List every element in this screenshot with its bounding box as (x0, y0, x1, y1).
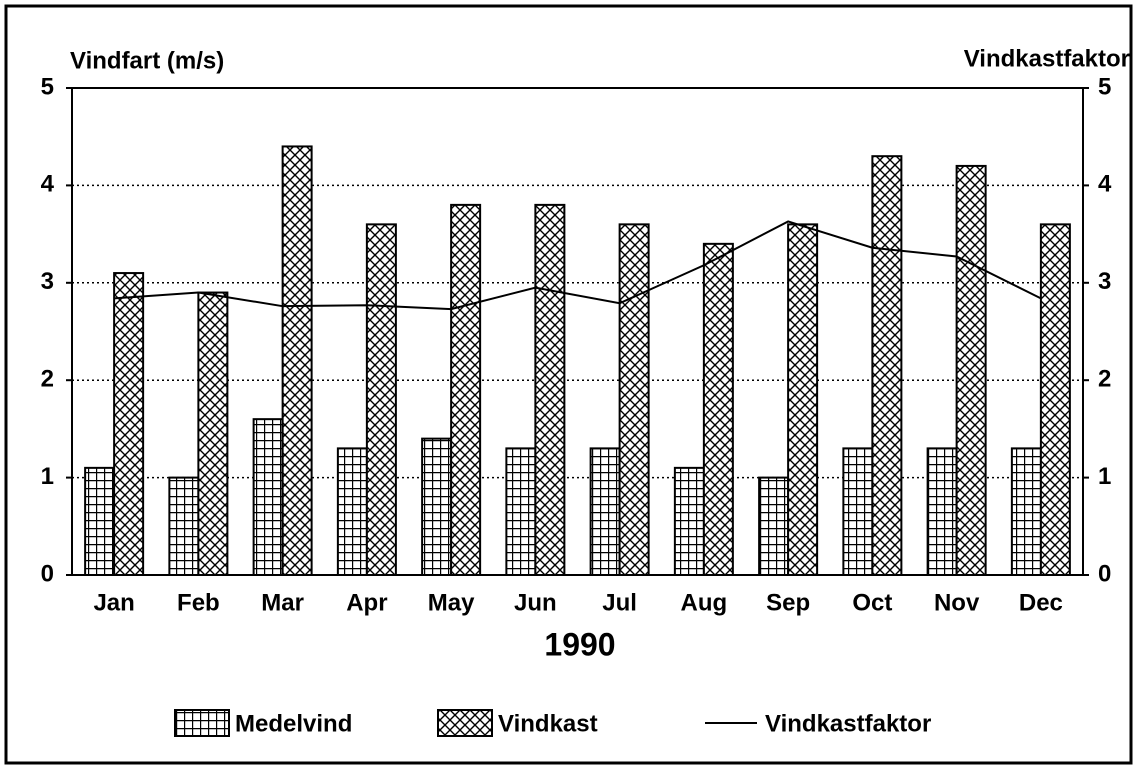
x-tick-label: Sep (766, 589, 810, 616)
bar (702, 242, 734, 576)
bar (589, 447, 621, 577)
y-tick-label: 3 (41, 268, 54, 295)
bar (1039, 223, 1071, 577)
y2-tick-label: 4 (1098, 171, 1112, 198)
x-tick-label: Feb (177, 589, 220, 616)
x-tick-label: Nov (934, 589, 980, 616)
x-axis-label: 1990 (544, 626, 615, 662)
x-tick-label: Aug (681, 589, 728, 616)
y2-axis-label: Vindkastfaktor (964, 45, 1130, 72)
y2-tick-label: 2 (1098, 366, 1111, 393)
frame (4, 4, 1133, 765)
y2-tick-label: 3 (1098, 268, 1111, 295)
x-tick-label: Oct (852, 589, 892, 616)
y-tick-label: 1 (41, 463, 54, 490)
y2-tick-label: 1 (1098, 463, 1111, 490)
x-tick-label: Jul (602, 589, 637, 616)
bar (1010, 447, 1042, 577)
y-tick-label: 4 (41, 171, 55, 198)
legend-label: Medelvind (235, 710, 352, 737)
bar (252, 418, 284, 576)
bar (955, 164, 987, 576)
bar (113, 272, 145, 576)
bar (505, 447, 537, 577)
y-tick-label: 0 (41, 560, 54, 587)
bar (168, 476, 200, 577)
bar (758, 476, 790, 577)
x-tick-label: Dec (1019, 589, 1063, 616)
bar (871, 155, 903, 576)
y2-tick-label: 5 (1098, 73, 1111, 100)
y-tick-label: 2 (41, 366, 54, 393)
x-tick-label: May (428, 589, 475, 616)
bar (534, 203, 566, 576)
y2-tick-label: 0 (1098, 560, 1111, 587)
bar (842, 447, 874, 577)
bar (618, 223, 650, 577)
y-tick-label: 5 (41, 73, 54, 100)
bar (421, 437, 453, 577)
x-tick-label: Jun (514, 589, 557, 616)
bar (365, 223, 397, 577)
x-tick-label: Apr (346, 589, 387, 616)
bar (281, 145, 313, 576)
bar (926, 447, 958, 577)
x-tick-label: Jan (93, 589, 134, 616)
legend-swatch (437, 709, 493, 737)
y-axis-label: Vindfart (m/s) (70, 47, 224, 74)
legend-label: Vindkast (498, 710, 598, 737)
bar (673, 466, 705, 576)
legend-swatch (174, 709, 230, 737)
x-tick-label: Mar (261, 589, 304, 616)
bar (197, 291, 229, 576)
line (114, 220, 1042, 311)
bar (787, 223, 819, 577)
bar (336, 447, 368, 577)
bar (84, 466, 116, 576)
plot-border (71, 87, 1084, 576)
bar (450, 203, 482, 576)
legend-label: Vindkastfaktor (765, 710, 931, 737)
